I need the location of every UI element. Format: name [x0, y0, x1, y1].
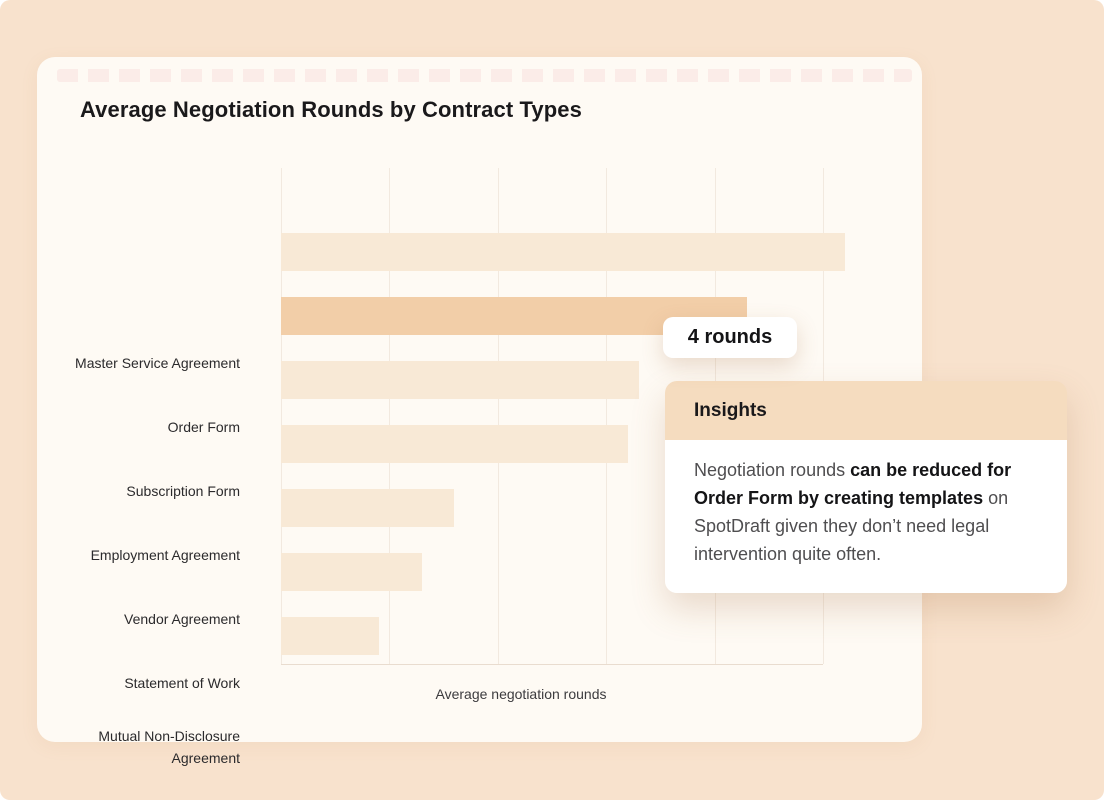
insights-text-segment: Negotiation rounds [694, 460, 851, 480]
bar-subscription-form[interactable] [281, 361, 639, 399]
bar-value-tooltip: 4 rounds [663, 317, 797, 358]
bar-statement-of-work[interactable] [281, 553, 422, 591]
category-label-employment-agreement: Employment Agreement [90, 547, 240, 563]
tooltip-label: 4 rounds [687, 326, 773, 348]
category-label-order-form: Order Form [167, 419, 240, 435]
gridline [281, 168, 282, 664]
chart-title: Average Negotiation Rounds by Contract T… [80, 97, 582, 122]
category-label-master-service-agreement: Master Service Agreement [75, 355, 240, 371]
bar-master-service-agreement[interactable] [281, 233, 845, 271]
insights-panel: Insights Negotiation rounds can be reduc… [665, 381, 1067, 593]
category-label-statement-of-work: Statement of Work [124, 675, 240, 691]
bar-mutual-non-disclosure-agreement[interactable] [281, 617, 379, 655]
gridline [497, 168, 499, 664]
insights-text-segment: can be reduced for Order Form by creatin… [694, 460, 1012, 508]
x-axis-label: Average negotiation rounds [435, 686, 607, 702]
decorative-dash-strip [57, 69, 912, 82]
bar-employment-agreement[interactable] [281, 425, 628, 463]
insights-title: Insights [694, 399, 767, 421]
insights-panel-header: Insights [665, 381, 1067, 440]
insights-body-text: Negotiation rounds can be reduced for Or… [665, 440, 1067, 593]
category-label-subscription-form: Subscription Form [126, 483, 240, 499]
gridline [606, 168, 608, 664]
bar-vendor-agreement[interactable] [281, 489, 455, 527]
category-label-mutual-non-disclosure-agreement: Mutual Non-Disclosure Agreement [98, 728, 240, 766]
insights-text-segment: on SpotDraft given they don’t need legal… [694, 488, 1009, 564]
category-label-vendor-agreement: Vendor Agreement [124, 611, 240, 627]
gridline [389, 168, 391, 664]
